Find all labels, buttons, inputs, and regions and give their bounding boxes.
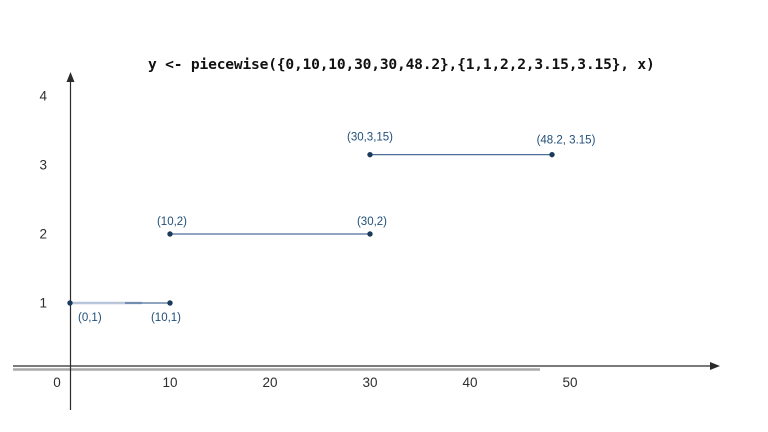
y-tick-label-2: 2 bbox=[39, 227, 47, 242]
y-axis-arrow-icon bbox=[66, 72, 75, 82]
data-point bbox=[367, 231, 373, 237]
x-tick-label-10: 10 bbox=[162, 375, 177, 390]
point-label: (10,1) bbox=[151, 312, 181, 324]
plot-title: y <- piecewise({0,10,10,30,30,48.2},{1,1… bbox=[148, 56, 655, 73]
data-point bbox=[167, 231, 173, 237]
point-label: (48.2, 3.15) bbox=[537, 135, 596, 147]
y-tick-label-3: 3 bbox=[39, 158, 47, 173]
x-tick-label-20: 20 bbox=[262, 375, 277, 390]
x-tick-label-0: 0 bbox=[53, 375, 61, 390]
point-label: (0,1) bbox=[78, 312, 102, 324]
data-point bbox=[549, 151, 555, 158]
data-point bbox=[367, 151, 373, 158]
data-point bbox=[167, 300, 173, 306]
y-tick-label-4: 4 bbox=[39, 89, 47, 104]
y-tick-label-1: 1 bbox=[39, 296, 47, 311]
point-label: (30,3,15) bbox=[347, 132, 393, 144]
point-label: (30,2) bbox=[357, 216, 387, 228]
x-tick-label-50: 50 bbox=[562, 375, 577, 390]
data-point bbox=[67, 300, 73, 306]
point-label: (10,2) bbox=[157, 216, 187, 228]
x-tick-label-40: 40 bbox=[462, 375, 477, 390]
x-tick-label-30: 30 bbox=[362, 375, 377, 390]
x-axis-arrow-icon bbox=[710, 362, 720, 370]
